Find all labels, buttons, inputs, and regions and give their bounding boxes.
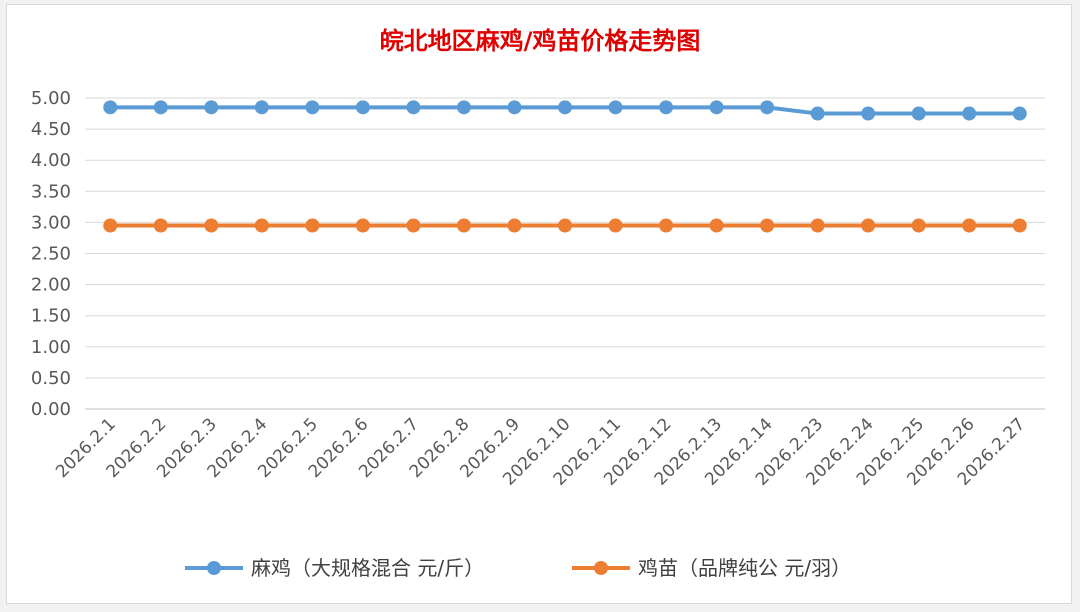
data-point	[204, 100, 219, 115]
x-axis-ticks: 2026.2.12026.2.22026.2.32026.2.42026.2.5…	[52, 414, 1029, 489]
legend: 麻鸡（大规格混合 元/斤） 鸡苗（品牌纯公 元/羽）	[185, 556, 851, 580]
y-tick-label: 1.00	[31, 337, 71, 358]
legend-marker	[594, 561, 608, 575]
legend-label: 麻鸡（大规格混合 元/斤）	[251, 556, 484, 580]
data-point	[406, 218, 421, 233]
data-point	[861, 106, 876, 121]
legend-label: 鸡苗（品牌纯公 元/羽）	[638, 556, 851, 580]
data-point	[456, 100, 471, 115]
data-point	[962, 106, 977, 121]
data-point	[911, 106, 926, 121]
data-point	[810, 106, 825, 121]
data-point	[456, 218, 471, 233]
data-point	[1012, 218, 1027, 233]
data-point	[103, 100, 118, 115]
data-point	[507, 218, 522, 233]
data-point	[153, 100, 168, 115]
data-point	[709, 218, 724, 233]
data-point	[810, 218, 825, 233]
data-point	[709, 100, 724, 115]
data-point	[355, 218, 370, 233]
data-point	[608, 100, 623, 115]
series-0	[103, 100, 1027, 121]
y-tick-label: 4.50	[31, 119, 71, 140]
y-tick-label: 0.00	[31, 399, 71, 420]
data-point	[911, 218, 926, 233]
data-point	[204, 218, 219, 233]
y-tick-label: 2.50	[31, 244, 71, 265]
data-point	[608, 218, 623, 233]
data-point	[760, 218, 775, 233]
data-point	[558, 218, 572, 233]
data-point	[305, 100, 320, 115]
series-lines	[103, 100, 1027, 233]
grid-lines	[85, 97, 1045, 410]
data-point	[254, 218, 269, 233]
data-point	[1012, 106, 1027, 121]
data-point	[406, 100, 421, 115]
legend-marker	[207, 561, 221, 575]
data-point	[254, 100, 269, 115]
data-point	[962, 218, 977, 233]
y-tick-label: 0.50	[31, 368, 71, 389]
data-point	[507, 100, 522, 115]
y-tick-label: 3.50	[31, 181, 71, 202]
line-chart: 皖北地区麻鸡/鸡苗价格走势图 0.00 0.50 1.00 1.50 2.00 2.50 3…	[31, 27, 1045, 580]
data-point	[861, 218, 876, 233]
data-point	[659, 218, 674, 233]
legend-item: 鸡苗（品牌纯公 元/羽）	[572, 556, 851, 580]
data-point	[659, 100, 674, 115]
data-point	[103, 218, 118, 233]
y-tick-label: 3.00	[31, 212, 71, 233]
data-point	[558, 100, 572, 115]
data-point	[760, 100, 775, 115]
chart-frame: 皖北地区麻鸡/鸡苗价格走势图 0.00 0.50 1.00 1.50 2.00 2.50 3…	[6, 4, 1072, 604]
series-1	[103, 218, 1027, 233]
y-tick-label: 2.00	[31, 275, 71, 296]
y-tick-label: 1.50	[31, 306, 71, 327]
chart-title: 皖北地区麻鸡/鸡苗价格走势图	[380, 27, 701, 55]
legend-item: 麻鸡（大规格混合 元/斤）	[185, 556, 484, 580]
y-tick-label: 4.00	[31, 150, 71, 171]
y-axis-ticks: 0.00 0.50 1.00 1.50 2.00 2.50 3.00 3.50 4.00 4.50…	[31, 88, 71, 420]
data-point	[355, 100, 370, 115]
y-tick-label: 5.00	[31, 88, 71, 109]
data-point	[305, 218, 320, 233]
data-point	[153, 218, 168, 233]
